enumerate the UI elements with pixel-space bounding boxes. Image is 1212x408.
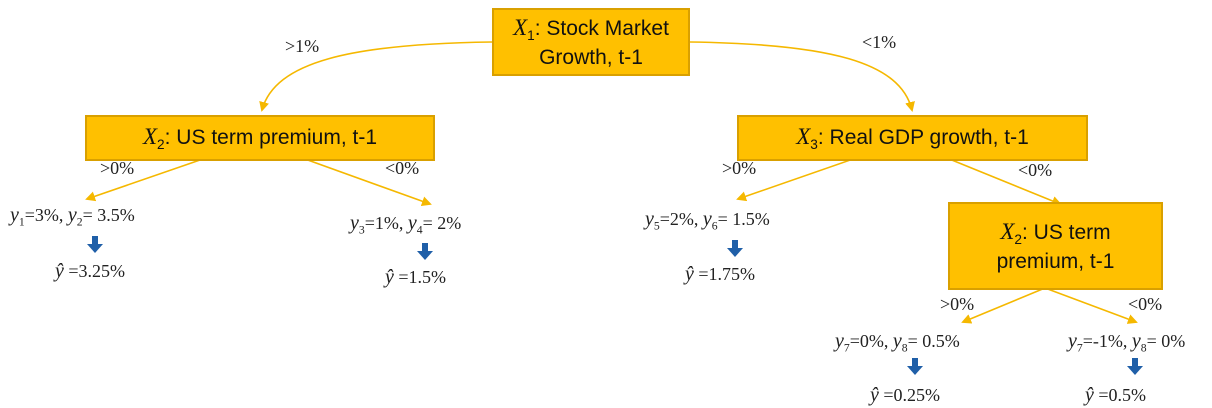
- node-text: Growth, t-1: [539, 45, 643, 69]
- variable: y: [892, 330, 902, 352]
- prediction-value: =3.25%: [63, 261, 126, 281]
- node-text: : US term: [1021, 221, 1111, 245]
- subscript: 2: [1014, 232, 1022, 248]
- edge-label: <1%: [862, 32, 897, 52]
- variable: X: [796, 123, 811, 149]
- leaf-values: y1=3%, y2= 3.5%: [10, 204, 135, 229]
- value-text: =3%,: [24, 205, 68, 225]
- leaf-values: y7=0%, y8= 0.5%: [835, 330, 960, 355]
- prediction-value: =1.75%: [693, 264, 756, 284]
- prediction-symbol: ŷ: [685, 263, 694, 285]
- prediction-value: =0.25%: [878, 385, 941, 405]
- variable: y: [67, 204, 77, 226]
- leaf-values: y5=2%, y6= 1.5%: [645, 208, 770, 233]
- leaf-values: y3=1%, y4= 2%: [350, 212, 461, 237]
- variable: y: [407, 212, 417, 234]
- value-text: = 0%: [1146, 331, 1186, 351]
- value-text: =-1%,: [1082, 331, 1132, 351]
- subscript: 8: [901, 341, 908, 355]
- variable: y: [350, 212, 359, 234]
- prediction-value: =1.5%: [393, 267, 447, 287]
- down-arrow: [417, 243, 433, 260]
- variable: X: [513, 15, 528, 41]
- edge-label: >0%: [722, 158, 757, 178]
- node: X2: US term premium, t-1: [85, 115, 435, 161]
- prediction: ŷ =3.25%: [55, 260, 125, 283]
- subscript: 5: [653, 219, 660, 233]
- variable: y: [645, 208, 654, 230]
- edge-label: >1%: [285, 36, 320, 56]
- subscript: 3: [358, 223, 365, 237]
- prediction: ŷ =0.5%: [1085, 384, 1146, 407]
- variable: y: [702, 208, 712, 230]
- subscript: 1: [18, 215, 25, 229]
- prediction-symbol: ŷ: [870, 384, 879, 406]
- edge-label: <0%: [385, 158, 420, 178]
- value-text: = 2%: [422, 213, 462, 233]
- edge: [259, 41, 493, 112]
- edge: [961, 287, 1046, 324]
- down-arrow: [727, 240, 743, 257]
- leaf-values: y7=-1%, y8= 0%: [1068, 330, 1185, 355]
- subscript: 2: [76, 215, 83, 229]
- subscript: 7: [843, 341, 850, 355]
- variable: X: [142, 123, 158, 149]
- node: X3: Real GDP growth, t-1: [737, 115, 1088, 161]
- subscript: 2: [157, 136, 165, 152]
- prediction-value: =0.5%: [1093, 385, 1147, 405]
- edge-label: <0%: [1128, 294, 1163, 314]
- prediction: ŷ =1.75%: [685, 263, 755, 286]
- subscript: 6: [711, 219, 718, 233]
- node: X1: Stock Market Growth, t-1: [492, 8, 690, 76]
- subscript: 7: [1076, 341, 1083, 355]
- value-text: =1%,: [364, 213, 408, 233]
- subscript: 1: [527, 28, 535, 44]
- node-text: : Stock Market: [534, 17, 669, 41]
- value-text: = 0.5%: [907, 331, 960, 351]
- edge-label: >0%: [940, 294, 975, 314]
- variable: y: [835, 330, 844, 352]
- subscript: 8: [1140, 341, 1147, 355]
- prediction: ŷ =1.5%: [385, 266, 446, 289]
- down-arrow: [907, 358, 923, 375]
- node: X2: US term premium, t-1: [948, 202, 1163, 290]
- variable: y: [1131, 330, 1141, 352]
- node-text: premium, t-1: [996, 249, 1115, 273]
- value-text: =0%,: [849, 331, 893, 351]
- node-text: : US term premium, t-1: [164, 125, 378, 149]
- edge: [1044, 287, 1138, 324]
- edge: [689, 41, 915, 112]
- prediction-symbol: ŷ: [55, 260, 64, 282]
- value-text: = 1.5%: [717, 209, 770, 229]
- edge-label: <0%: [1018, 160, 1053, 180]
- down-arrow: [87, 236, 103, 253]
- prediction-symbol: ŷ: [1085, 384, 1094, 406]
- edge-label: >0%: [100, 158, 135, 178]
- prediction-symbol: ŷ: [385, 266, 394, 288]
- down-arrow: [1127, 358, 1143, 375]
- prediction: ŷ =0.25%: [870, 384, 940, 407]
- subscript: 4: [416, 223, 423, 237]
- variable: y: [1068, 330, 1077, 352]
- value-text: =2%,: [659, 209, 703, 229]
- node-text: : Real GDP growth, t-1: [817, 125, 1029, 149]
- value-text: = 3.5%: [82, 205, 135, 225]
- variable: y: [10, 204, 19, 226]
- variable: X: [1000, 219, 1015, 245]
- subscript: 3: [810, 136, 818, 152]
